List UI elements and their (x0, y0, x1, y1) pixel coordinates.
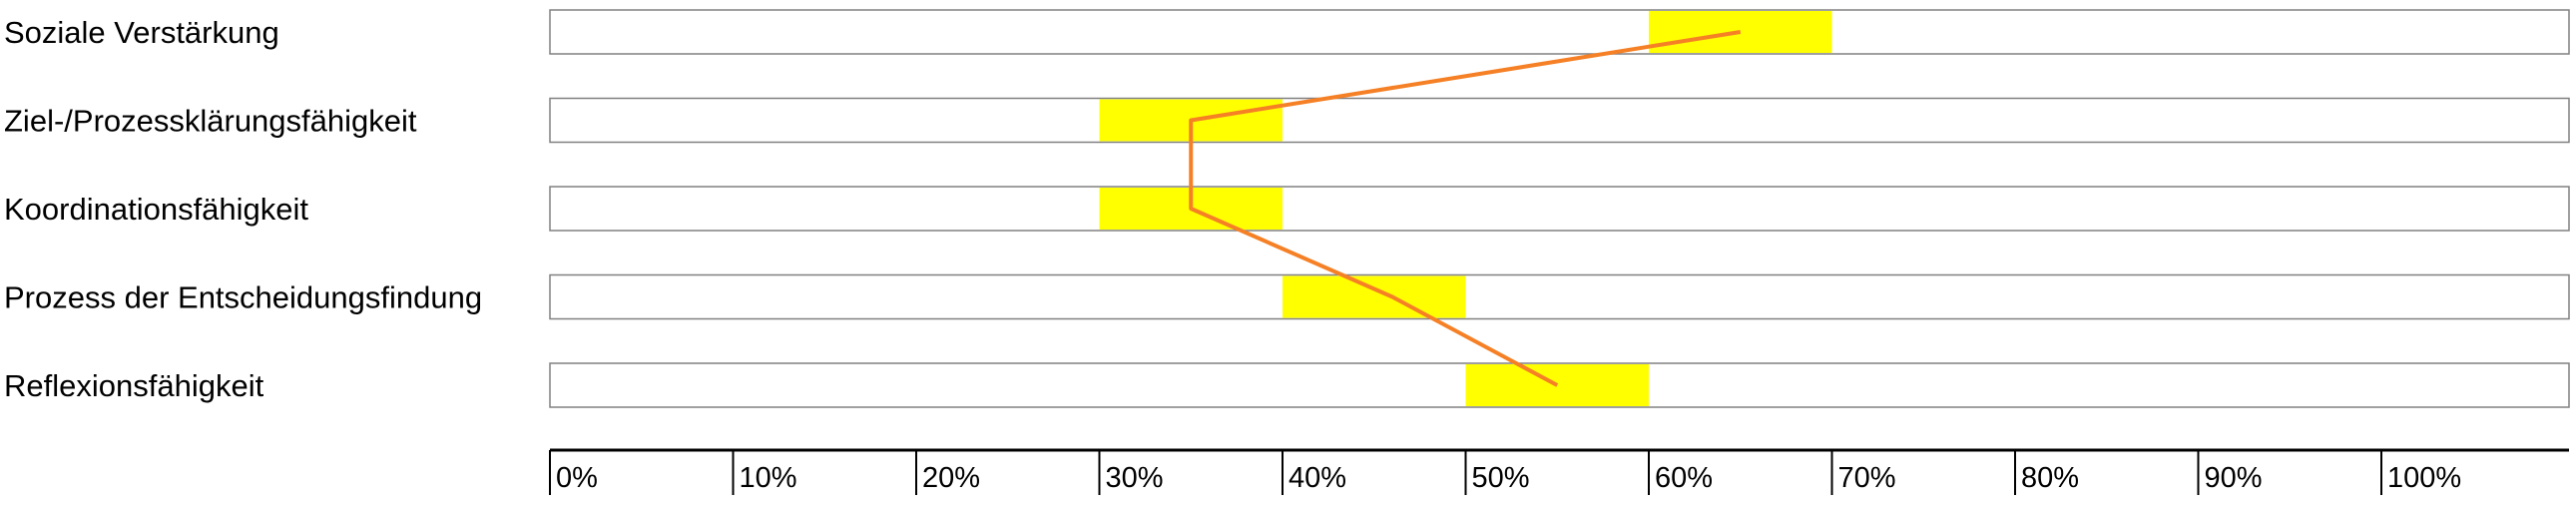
x-tick-label: 50% (1472, 462, 1530, 494)
category-label: Koordinationsfähigkeit (4, 192, 308, 227)
x-tick-label: 100% (2387, 462, 2461, 494)
category-label: Reflexionsfähigkeit (4, 368, 264, 403)
x-axis: 0% 10% 20% 30% 40% 50% 60% 70% 80% 90% 100% (549, 448, 2569, 495)
category-labels: Soziale Verstärkung Ziel-/Prozessklärungs… (4, 15, 482, 403)
category-label: Soziale Verstärkung (4, 15, 279, 50)
x-tick-label: 10% (740, 462, 797, 494)
x-tick-label: 0% (556, 462, 598, 494)
row-tracks (549, 9, 2570, 408)
range-bar (1283, 275, 1466, 318)
x-tick-label: 90% (2205, 462, 2263, 494)
row-track (549, 9, 2570, 55)
x-tick-label: 70% (1838, 462, 1896, 494)
x-tick-label: 80% (2021, 462, 2079, 494)
value-line (1189, 30, 1742, 387)
x-tick-label: 30% (1106, 462, 1164, 494)
x-tick-label: 60% (1655, 462, 1713, 494)
x-tick-label: 20% (922, 462, 980, 494)
row-track (549, 273, 2570, 320)
category-label: Prozess der Entscheidungsfindung (4, 280, 482, 315)
row-track (549, 186, 2570, 232)
row-track (549, 97, 2570, 144)
range-bars (1099, 11, 1832, 406)
x-tick-label: 40% (1288, 462, 1346, 494)
category-label: Ziel-/Prozessklärungsfähigkeit (4, 104, 417, 139)
range-bar (1649, 11, 1832, 53)
